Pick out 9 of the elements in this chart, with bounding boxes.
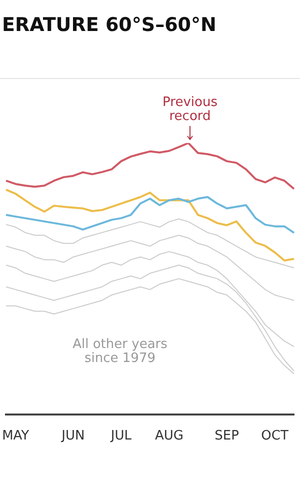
annotation: All other years since 1979 bbox=[72, 336, 168, 366]
text: Previous record bbox=[162, 94, 218, 124]
x-tick-label: SEP bbox=[214, 428, 240, 444]
x-tick-label: AUG bbox=[154, 428, 184, 444]
x-tick-label: OCT bbox=[261, 428, 288, 444]
x-tick-label: JUN bbox=[60, 428, 85, 444]
x-tick-label: MAY bbox=[2, 428, 30, 444]
x-tick-label: JUL bbox=[110, 428, 132, 444]
chart-title: ERATURE 60°S–60°N bbox=[2, 14, 216, 36]
